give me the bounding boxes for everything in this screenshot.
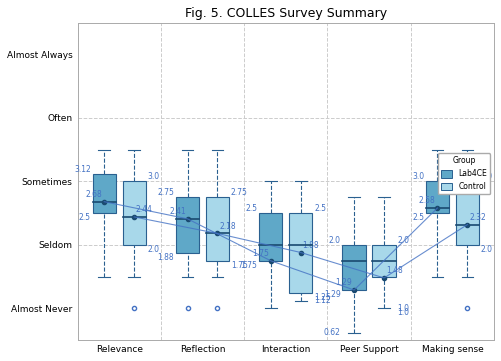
- Text: 1.29: 1.29: [324, 290, 341, 299]
- Text: 2.32: 2.32: [469, 213, 486, 222]
- Text: 1.12: 1.12: [314, 296, 331, 305]
- FancyBboxPatch shape: [176, 197, 199, 252]
- FancyBboxPatch shape: [206, 197, 229, 261]
- Text: 2.44: 2.44: [136, 205, 153, 214]
- Text: 1.0: 1.0: [397, 304, 409, 313]
- Text: 1.25: 1.25: [314, 292, 331, 301]
- Text: 1.0: 1.0: [397, 308, 409, 317]
- Text: 2.58: 2.58: [419, 196, 436, 205]
- Text: 2.5: 2.5: [314, 204, 326, 213]
- Text: 2.75: 2.75: [157, 188, 174, 197]
- FancyBboxPatch shape: [289, 213, 313, 292]
- Text: 2.18: 2.18: [219, 222, 236, 231]
- Text: 1.75: 1.75: [231, 261, 247, 270]
- Text: 1.88: 1.88: [303, 241, 319, 250]
- Text: 2.68: 2.68: [86, 190, 103, 199]
- FancyBboxPatch shape: [372, 245, 396, 277]
- Text: 1.75: 1.75: [253, 249, 269, 258]
- Text: 1.48: 1.48: [386, 266, 402, 275]
- FancyBboxPatch shape: [123, 181, 146, 245]
- Title: Fig. 5. COLLES Survey Summary: Fig. 5. COLLES Survey Summary: [185, 7, 387, 20]
- Text: 3.0: 3.0: [147, 172, 160, 181]
- Legend: Lab4CE, Control: Lab4CE, Control: [438, 153, 490, 194]
- FancyBboxPatch shape: [343, 245, 366, 290]
- Text: 2.0: 2.0: [481, 245, 492, 254]
- FancyBboxPatch shape: [426, 181, 449, 213]
- Text: 2.0: 2.0: [329, 236, 341, 245]
- FancyBboxPatch shape: [456, 181, 479, 245]
- Text: 0.62: 0.62: [324, 328, 341, 337]
- Text: 2.5: 2.5: [79, 213, 91, 222]
- Text: 1.88: 1.88: [157, 252, 174, 261]
- Text: 2.5: 2.5: [245, 204, 258, 213]
- Text: 1.75: 1.75: [240, 261, 258, 270]
- Text: 2.75: 2.75: [231, 188, 247, 197]
- Text: 3.12: 3.12: [74, 165, 91, 174]
- Text: 2.0: 2.0: [147, 245, 159, 254]
- Text: 3.0: 3.0: [412, 172, 424, 181]
- FancyBboxPatch shape: [93, 174, 116, 213]
- FancyBboxPatch shape: [259, 213, 283, 261]
- Text: 2.0: 2.0: [397, 236, 409, 245]
- Text: 1.29: 1.29: [336, 278, 352, 287]
- Text: 3.0: 3.0: [481, 172, 493, 181]
- Text: 2.5: 2.5: [412, 213, 424, 222]
- Text: 2.41: 2.41: [169, 207, 186, 216]
